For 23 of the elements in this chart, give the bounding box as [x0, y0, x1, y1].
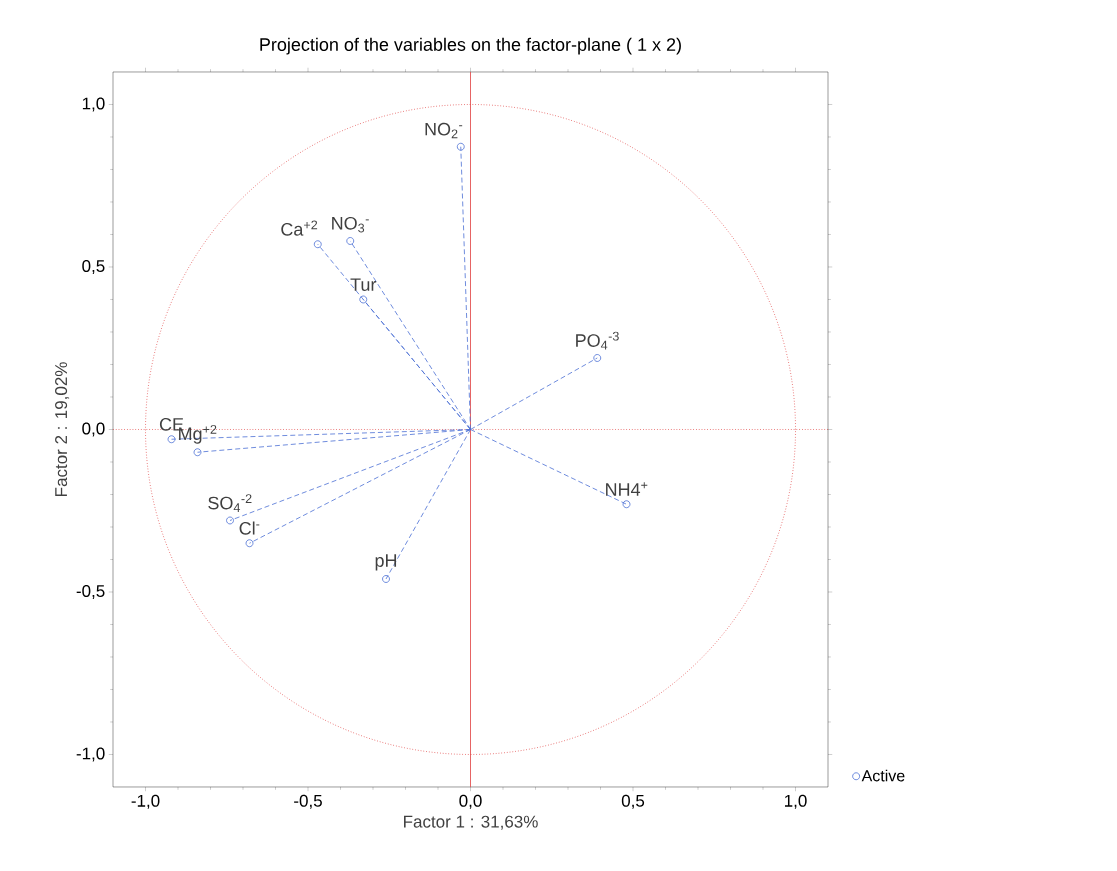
x-tick-label: 0,5 — [621, 794, 645, 809]
y-tick-label: 0,5 — [82, 259, 105, 274]
x-tick-label: 0,0 — [459, 794, 482, 809]
legend-label: Active — [861, 769, 905, 782]
y-tick-label: -1,0 — [76, 747, 105, 762]
y-tick-label: 0,0 — [82, 422, 105, 437]
annotation: Cl$^{-}$ — [239, 521, 260, 535]
annotation: NO$_{2}$- — [425, 122, 463, 139]
x-tick-label: -1,0 — [131, 794, 160, 809]
y-tick-label: 1,0 — [82, 97, 105, 112]
x-axis-title: Factor 1 : 31,63% — [404, 815, 538, 830]
annotation: Ca$^{+2}$ — [281, 220, 318, 236]
annotation: NO$_{3}$- — [332, 216, 369, 233]
chart-title: Projection of the variables on the factor-plane ( 1 x 2) — [260, 37, 681, 55]
x-tick-label: 1,0 — [784, 794, 807, 809]
annotation: PO$_{4}$-3 — [576, 331, 619, 350]
annotation: SO$_{4}$-2 — [208, 494, 252, 512]
y-axis-title: Factor 2 : 19,02% — [55, 362, 70, 496]
annotation: pH — [375, 554, 397, 571]
annotation: NH4$^{+}$ — [606, 482, 648, 496]
y-tick-label: -0,5 — [76, 584, 105, 599]
annotation: Tur — [350, 278, 377, 291]
x-tick-label: -0,5 — [294, 794, 322, 809]
